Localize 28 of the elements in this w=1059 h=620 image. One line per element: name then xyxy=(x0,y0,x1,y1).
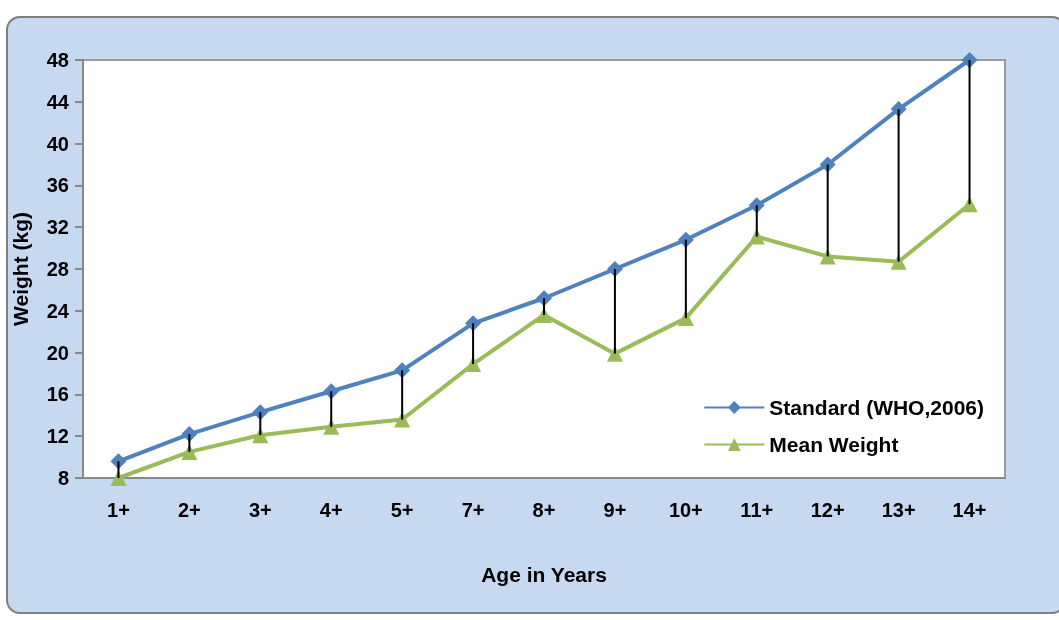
y-tick-label: 32 xyxy=(46,216,69,239)
x-tick-label: 10+ xyxy=(668,499,703,521)
y-axis-title: Weight (kg) xyxy=(9,212,32,326)
x-tick-label: 4+ xyxy=(319,499,343,521)
x-tick-label: 12+ xyxy=(810,499,845,521)
y-tick-label: 48 xyxy=(46,49,69,71)
x-tick-label: 14+ xyxy=(952,499,987,521)
x-tick-label: 11+ xyxy=(740,499,774,521)
y-tick-label: 44 xyxy=(46,90,70,113)
y-tick-label: 36 xyxy=(46,174,69,197)
legend-label: Mean Weight xyxy=(769,433,899,456)
legend-label: Standard (WHO,2006) xyxy=(769,396,985,419)
y-tick-label: 24 xyxy=(46,299,70,322)
y-tick-label: 40 xyxy=(46,132,69,155)
x-tick-label: 5+ xyxy=(390,499,414,521)
y-tick-label: 12 xyxy=(46,425,69,448)
x-tick-label: 3+ xyxy=(248,499,272,521)
x-tick-label: 1+ xyxy=(107,499,130,521)
y-tick-label: 28 xyxy=(46,258,69,280)
x-tick-label: 9+ xyxy=(603,499,627,521)
x-tick-label: 7+ xyxy=(461,499,485,521)
x-tick-label: 2+ xyxy=(177,499,201,521)
x-tick-label: 13+ xyxy=(881,499,916,521)
y-tick-label: 16 xyxy=(46,383,69,406)
y-tick-label: 20 xyxy=(46,341,69,364)
y-tick-label: 8 xyxy=(57,467,69,489)
x-tick-label: 8+ xyxy=(532,499,556,521)
x-axis-title: Age in Years xyxy=(481,563,607,586)
